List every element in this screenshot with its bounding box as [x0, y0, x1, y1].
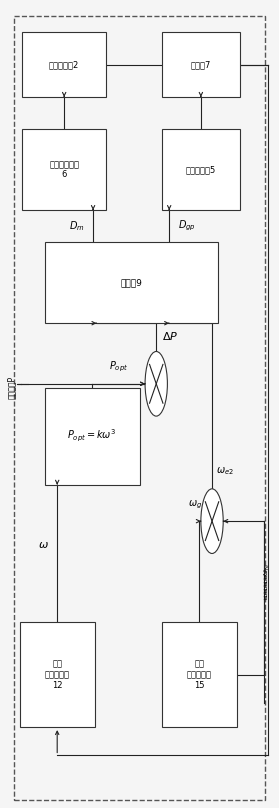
- Text: 发电机目标转速$\omega_{re}$: 发电机目标转速$\omega_{re}$: [263, 563, 272, 600]
- Text: 第二
转速传感器
15: 第二 转速传感器 15: [187, 660, 212, 689]
- Text: 实测功率P: 实测功率P: [7, 377, 16, 399]
- Text: 变量液压有5: 变量液压有5: [186, 165, 216, 175]
- Bar: [45, 388, 140, 485]
- Text: $P_{opt}=k\omega^3$: $P_{opt}=k\omega^3$: [67, 428, 117, 444]
- Circle shape: [201, 489, 223, 553]
- Text: $D_m$: $D_m$: [69, 219, 85, 234]
- Text: 定量液压月2: 定量液压月2: [49, 60, 79, 69]
- Text: $\omega$: $\omega$: [38, 541, 49, 550]
- Text: 变量液压马达
6: 变量液压马达 6: [49, 160, 79, 179]
- Bar: [162, 32, 240, 97]
- Text: $\omega_{e2}$: $\omega_{e2}$: [216, 465, 234, 477]
- Text: $\Delta P$: $\Delta P$: [162, 330, 179, 342]
- Bar: [162, 622, 237, 727]
- Text: 控制儨9: 控制儨9: [120, 278, 142, 288]
- Bar: [45, 242, 218, 323]
- Text: $P_{opt}$: $P_{opt}$: [109, 360, 128, 374]
- Text: 第一
转速传感器
12: 第一 转速传感器 12: [45, 660, 70, 689]
- Bar: [22, 32, 106, 97]
- Bar: [20, 622, 95, 727]
- Circle shape: [145, 351, 167, 416]
- Text: $\omega_g$: $\omega_g$: [187, 499, 202, 511]
- Text: 发电机7: 发电机7: [191, 60, 211, 69]
- Text: $D_{gp}$: $D_{gp}$: [177, 219, 195, 234]
- Bar: [22, 129, 106, 210]
- Bar: [162, 129, 240, 210]
